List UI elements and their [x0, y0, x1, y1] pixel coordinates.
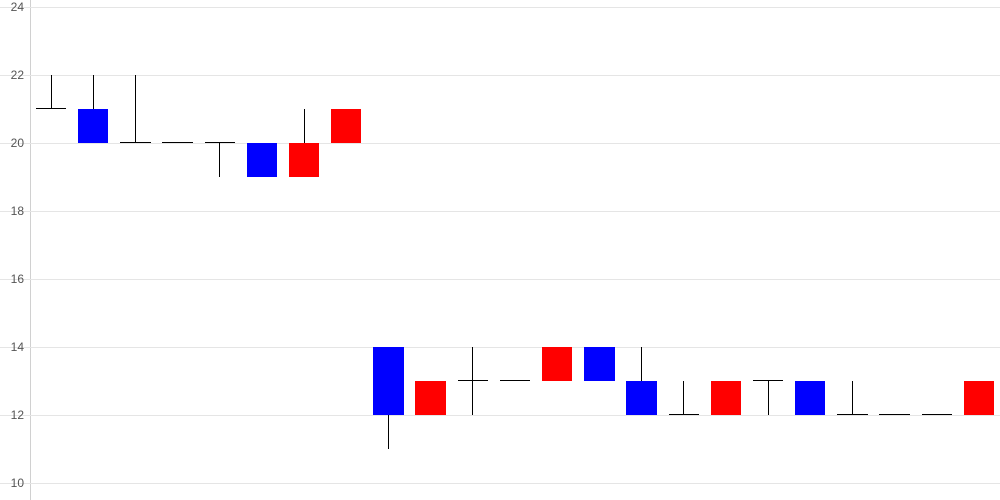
y-axis-label: 18 — [2, 204, 24, 218]
y-axis-label: 22 — [2, 68, 24, 82]
y-axis-label: 16 — [2, 272, 24, 286]
candle-doji — [879, 414, 909, 415]
y-axis-label: 12 — [2, 408, 24, 422]
candlestick-chart: 10 12 14 16 18 20 22 24 — [0, 0, 1000, 500]
candle-body — [542, 347, 572, 381]
candle-wick — [472, 347, 473, 415]
gridline — [0, 7, 1000, 8]
candle-doji — [162, 142, 192, 143]
candle-wick-lower — [388, 415, 389, 449]
candle-wick — [51, 75, 52, 109]
candle-body — [626, 381, 656, 415]
candle-body — [331, 109, 361, 143]
candle-wick — [852, 381, 853, 415]
y-axis-label: 20 — [2, 136, 24, 150]
y-axis-label: 24 — [2, 0, 24, 14]
gridline — [0, 211, 1000, 212]
candle-body — [78, 109, 108, 143]
candle-body — [711, 381, 741, 415]
candle-body — [795, 381, 825, 415]
candle-body — [584, 347, 614, 381]
candle-wick-upper — [304, 109, 305, 143]
candle-doji — [500, 380, 530, 381]
candle-body — [415, 381, 445, 415]
gridline — [0, 483, 1000, 484]
candle-wick — [683, 381, 684, 415]
candle-wick — [135, 75, 136, 143]
y-axis-label: 10 — [2, 476, 24, 490]
candle-body — [373, 347, 403, 415]
candle-wick — [219, 143, 220, 177]
candle-doji — [922, 414, 952, 415]
candle-body — [247, 143, 277, 177]
gridline — [0, 75, 1000, 76]
candle-body — [289, 143, 319, 177]
candle-wick — [768, 381, 769, 415]
y-axis-label: 14 — [2, 340, 24, 354]
candle-wick-upper — [93, 75, 94, 109]
gridline — [0, 347, 1000, 348]
candle-body — [964, 381, 994, 415]
candle-wick-upper — [641, 347, 642, 381]
gridline — [0, 279, 1000, 280]
